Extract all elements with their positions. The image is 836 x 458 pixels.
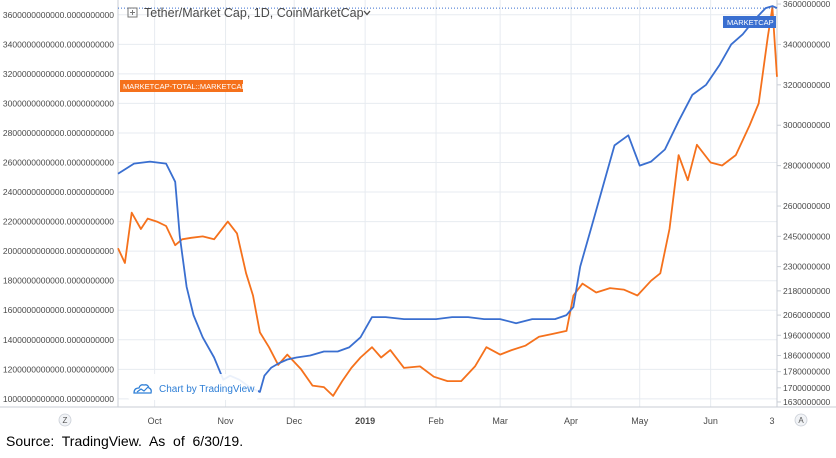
plus-square-icon-frame xyxy=(127,7,138,18)
time-axis-tick-label: 3 xyxy=(769,416,774,426)
left-scale-button[interactable]: Z xyxy=(58,413,72,427)
left-price-axis-background xyxy=(0,0,118,407)
time-axis-tick-label: Jun xyxy=(703,416,718,426)
left-axis-tick-label: 2800000000000.0000000000 xyxy=(3,128,114,138)
time-axis-tick-label: Dec xyxy=(286,416,303,426)
series-label-marketcap[interactable]: MARKETCAP xyxy=(723,16,776,28)
cloud-line xyxy=(136,386,149,393)
right-price-axis[interactable]: 3600000000 3400000000 3200000000 3000000000… xyxy=(777,0,831,407)
right-axis-tick-label: 1780000000 xyxy=(783,367,831,377)
tradingview-watermark[interactable]: Chart by TradingView xyxy=(128,374,258,400)
time-axis-tick-label: May xyxy=(631,416,649,426)
source-note: Source: TradingView. As of 6/30/19. xyxy=(6,433,244,449)
left-axis-tick-label: 3000000000000.0000000000 xyxy=(3,98,114,108)
left-axis-tick-label: 2000000000000.0000000000 xyxy=(3,246,114,256)
right-axis-tick-label: 1860000000 xyxy=(783,350,831,360)
left-scale-button-label: Z xyxy=(63,416,68,425)
series-line-marketcap[interactable] xyxy=(117,5,778,393)
right-axis-tick-label: 2450000000 xyxy=(783,231,831,241)
plus-square-icon[interactable] xyxy=(127,7,138,18)
series-line-marketcap-total[interactable] xyxy=(117,6,778,397)
right-axis-tick-label: 3600000000 xyxy=(783,0,831,9)
right-scale-button-label: A xyxy=(798,416,804,425)
right-axis-tick-label: 2800000000 xyxy=(783,161,831,171)
right-axis-tick-label: 1630000000 xyxy=(783,397,831,407)
left-axis-tick-label: 1800000000000.0000000000 xyxy=(3,276,114,286)
time-axis-tick-label: Oct xyxy=(148,416,163,426)
right-axis-tick-label: 3000000000 xyxy=(783,120,831,130)
right-axis-tick-label: 3400000000 xyxy=(783,39,831,49)
left-axis-tick-label: 3400000000000.0000000000 xyxy=(3,39,114,49)
left-axis-tick-label: 1600000000000.0000000000 xyxy=(3,305,114,315)
left-axis-tick-label: 1000000000000.0000000000 xyxy=(3,394,114,404)
series-label-marketcap-total-bg xyxy=(120,80,243,92)
right-axis-tick-label: 1960000000 xyxy=(783,330,831,340)
chart-title[interactable]: Tether/Market Cap, 1D, CoinMarketCap xyxy=(144,6,364,20)
chart-background xyxy=(0,0,836,430)
watermark-background xyxy=(128,374,258,400)
time-axis-background xyxy=(0,407,836,430)
series-label-marketcap-text: MARKETCAP xyxy=(727,18,774,27)
right-axis-tick-label: 2600000000 xyxy=(783,201,831,211)
time-axis-tick-label: 2019 xyxy=(355,416,375,426)
tradingview-chart: 3600000000000.0000000000 3400000000000.00… xyxy=(0,0,836,430)
right-scale-button[interactable]: A xyxy=(794,413,808,427)
left-axis-tick-label: 3200000000000.0000000000 xyxy=(3,69,114,79)
right-axis-tick-label: 1700000000 xyxy=(783,383,831,393)
series-label-marketcap-total-text: MARKETCAP-TOTAL::MARKETCAP xyxy=(123,82,247,91)
right-scale-button-circle xyxy=(794,413,808,427)
right-axis-tick-label: 2180000000 xyxy=(783,286,831,296)
time-axis-tick-label: Apr xyxy=(564,416,578,426)
time-axis[interactable]: Oct Nov Dec 2019 Feb Mar Apr May Jun 3 xyxy=(148,416,775,426)
right-axis-tick-label: 3200000000 xyxy=(783,80,831,90)
left-axis-tick-label: 2600000000000.0000000000 xyxy=(3,158,114,168)
watermark-label: Chart by TradingView xyxy=(159,384,255,395)
time-axis-tick-label: Feb xyxy=(428,416,444,426)
right-axis-tick-label: 2300000000 xyxy=(783,262,831,272)
series-label-marketcap-total[interactable]: MARKETCAP-TOTAL::MARKETCAP xyxy=(120,80,247,92)
left-axis-tick-label: 1400000000000.0000000000 xyxy=(3,335,114,345)
time-axis-tick-label: Nov xyxy=(218,416,235,426)
left-axis-tick-label: 3600000000000.0000000000 xyxy=(3,10,114,20)
left-price-axis[interactable]: 3600000000000.0000000000 3400000000000.00… xyxy=(3,10,114,404)
left-axis-tick-label: 2200000000000.0000000000 xyxy=(3,217,114,227)
left-axis-tick-label: 1200000000000.0000000000 xyxy=(3,364,114,374)
left-axis-tick-label: 2400000000000.0000000000 xyxy=(3,187,114,197)
right-axis-tick-label: 2060000000 xyxy=(783,310,831,320)
chevron-down-icon[interactable] xyxy=(363,10,371,16)
series-label-marketcap-bg xyxy=(723,16,776,28)
right-price-axis-background xyxy=(777,0,836,407)
chart-header: Tether/Market Cap, 1D, CoinMarketCap xyxy=(127,6,371,20)
time-axis-tick-label: Mar xyxy=(492,416,508,426)
tradingview-cloud-icon xyxy=(133,384,152,394)
cloud-outline xyxy=(133,384,152,394)
left-scale-button-circle xyxy=(58,413,72,427)
